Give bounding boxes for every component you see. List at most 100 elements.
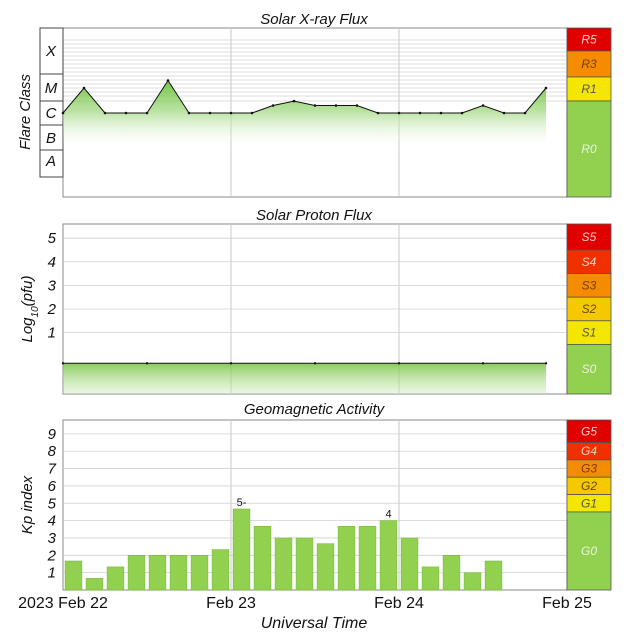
kp-y-tick: 1 [48,565,56,582]
kp-y-tick: 3 [48,530,57,547]
scale-level-label: G4 [581,444,597,458]
proton-y-tick: 3 [48,277,57,294]
flare-class-label: X [45,43,57,60]
kp-y-tick: 5 [48,495,57,512]
scale-level-label: G5 [581,424,597,438]
xray-flux-point [502,111,506,115]
x-tick-label: Feb 25 [542,595,592,612]
proton-y-tick: 4 [48,254,56,271]
kp-bar-label: 4 [385,509,391,521]
kp-y-tick: 2 [47,547,57,564]
kp-bar [85,578,104,591]
xray-flux-point [460,111,464,115]
kp-bar [295,537,314,591]
xray-flux-point [523,111,527,115]
xray-flux-point [313,104,317,107]
flare-class-scale-box [39,27,64,178]
kp-y-tick: 6 [48,478,57,495]
xray-flux-point [82,86,86,90]
proton-flux-fill [63,363,546,394]
geomag-grid [63,420,567,590]
kp-bars: 5- 4 [64,497,503,591]
kp-bar [316,543,335,591]
xray-flux-point [334,104,338,107]
kp-y-tick: 7 [48,461,57,478]
xray-flux-point [250,111,254,115]
kp-bar [127,554,146,591]
xray-flux-point [355,104,359,107]
kp-bar [148,554,167,591]
xray-flux-point [166,79,170,82]
xray-flux-point [292,99,296,103]
flare-class-label: B [46,130,56,147]
scale-level-r0 [566,100,612,198]
scale-level-label: R1 [581,82,596,96]
kp-bar [64,560,83,591]
proton-title: Solar Proton Flux [256,207,372,224]
proton-y-tick: 2 [47,301,57,318]
scale-level-label: R3 [581,57,597,71]
proton-y-tick: 5 [48,230,57,247]
xray-flux-series [61,79,548,150]
xray-flux-point [439,111,443,115]
geomag-plot-area [62,419,568,591]
x-axis-label: Universal Time [261,615,368,632]
scale-level-label: R5 [581,33,597,47]
proton-flux-point [229,362,233,365]
geomagnetic-storm-scale: G5 G4 G3 G2 G1 G0 [566,419,612,591]
proton-flux-point [481,362,485,365]
kp-bar [169,554,188,591]
xray-flux-fill [63,80,546,150]
kp-bar [379,520,398,591]
x-axis-tick-labels: 2023 Feb 22 Feb 23 Feb 24 Feb 25 [18,595,592,612]
kp-bar [484,560,503,591]
scale-level-label: S5 [582,230,597,244]
xray-flux-line [62,79,547,114]
flare-class-label: M [45,80,58,97]
kp-bar [253,525,272,591]
flare-class-label: A [45,153,56,170]
kp-bar [463,572,482,591]
scale-level-label: S4 [582,255,597,269]
kp-bar [400,537,419,591]
xray-y-axis-label: Flare Class [17,74,34,150]
kp-bar [106,566,125,591]
kp-bar [274,537,293,591]
kp-y-tick: 8 [48,443,57,460]
kp-bar-label: 5- [237,497,247,509]
radio-blackout-scale: R5 R3 R1 R0 [566,27,612,198]
proton-flux-point [145,362,149,365]
scale-level-g0 [566,511,612,591]
scale-level-s0 [566,344,612,395]
scale-level-label: G3 [581,462,597,476]
proton-flux-point [313,362,317,365]
xray-title: Solar X-ray Flux [260,11,368,28]
xray-flux-point [418,111,422,115]
flare-class-label: C [46,105,57,122]
xray-flux-point [145,111,149,115]
x-tick-label: Feb 23 [206,595,256,612]
xray-flux-point [124,111,128,115]
x-tick-label: Feb 24 [374,595,424,612]
kp-bar [358,525,377,591]
scale-level-label: S2 [582,302,597,316]
kp-bar [421,566,440,591]
radiation-storm-scale: S5 S4 S3 S2 S1 S0 [566,223,612,395]
scale-level-label: G1 [581,496,597,510]
scale-level-r1 [566,76,612,102]
xray-flux-point [187,111,191,115]
x-tick-label: 2023 Feb 22 [18,595,108,612]
geomag-title: Geomagnetic Activity [244,401,386,418]
geomag-y-axis-label: Kp index [19,475,36,534]
proton-flux-point [544,362,548,365]
kp-y-tick: 9 [48,426,57,443]
kp-bar [337,525,356,591]
xray-flux-point [481,104,485,107]
kp-bar [232,508,251,591]
xray-flux-point [229,111,233,115]
proton-flux-series [61,362,548,394]
xray-flux-point [208,111,212,115]
